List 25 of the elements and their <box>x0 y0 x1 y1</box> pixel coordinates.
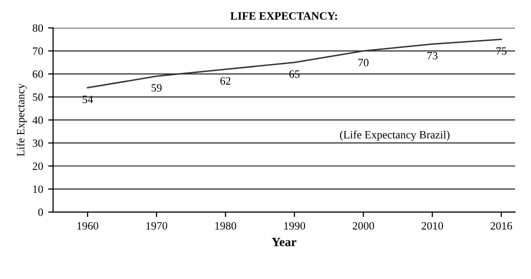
y-tick-label: 10 <box>33 185 43 193</box>
y-tick-label: 60 <box>32 70 43 78</box>
y-tick-label: 30 <box>32 139 43 147</box>
y-tick-label: 20 <box>32 162 43 170</box>
x-tick-label: 1960 <box>77 222 98 230</box>
y-tick-label: 50 <box>32 93 43 101</box>
x-tick-label: 2010 <box>422 222 444 230</box>
x-tick-label: 2016 <box>490 222 512 230</box>
annotation: (Life Expectancy Brazil) <box>340 130 450 141</box>
chart-title: LIFE EXPECTANCY: <box>230 12 337 20</box>
y-tick-label: 0 <box>38 208 43 216</box>
y-tick-label: 70 <box>33 47 43 55</box>
x-tick-label: 1990 <box>284 222 306 230</box>
x-tick-label: 2000 <box>352 222 374 230</box>
data-label: 62 <box>220 77 230 85</box>
data-label: 54 <box>82 96 93 104</box>
data-label: 59 <box>152 84 162 92</box>
data-label: 73 <box>428 52 438 60</box>
x-tick-label: 1970 <box>146 222 168 230</box>
y-axis-title: Life Expectancy <box>16 83 27 156</box>
y-tick-label: 80 <box>32 24 43 32</box>
x-tick-label: 1980 <box>215 222 236 230</box>
data-label: 70 <box>358 58 369 66</box>
y-tick-label: 40 <box>32 116 43 124</box>
x-axis-title: Year <box>272 238 296 246</box>
